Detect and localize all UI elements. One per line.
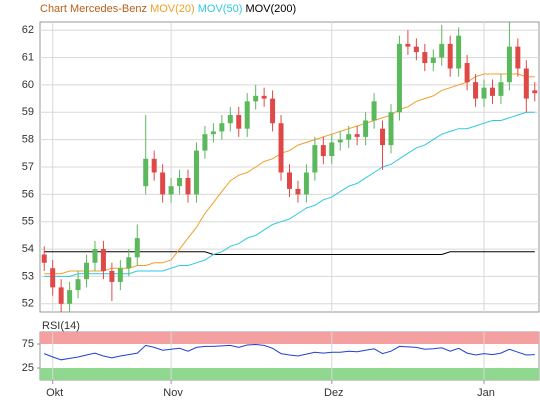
candle-body xyxy=(456,35,462,69)
x-tick-label: Okt xyxy=(46,387,63,399)
candle-body xyxy=(100,249,106,271)
y-tick-label: 52 xyxy=(22,298,34,310)
candle-body xyxy=(177,177,183,187)
candle-body xyxy=(388,112,394,146)
candle-body xyxy=(202,134,208,151)
candle-body xyxy=(523,68,529,99)
candle-body xyxy=(270,98,276,124)
moving-average xyxy=(44,251,535,255)
candle-body xyxy=(244,101,250,129)
candle-body xyxy=(337,139,343,143)
y-tick-label: 58 xyxy=(22,134,34,146)
candle-body xyxy=(253,95,259,102)
candle-body xyxy=(92,249,98,263)
candle-body xyxy=(498,82,504,96)
candle-body xyxy=(473,82,479,99)
candle-body xyxy=(84,262,90,280)
y-tick-label: 54 xyxy=(22,243,34,255)
candle-body xyxy=(532,90,538,94)
candle-body xyxy=(439,43,445,58)
candle-body xyxy=(261,95,267,99)
candle-body xyxy=(126,257,132,269)
candle-body xyxy=(117,268,123,282)
candle-body xyxy=(464,63,470,83)
y-tick-label: 59 xyxy=(22,106,34,118)
candle-body xyxy=(227,115,233,124)
candle-body xyxy=(371,101,377,121)
y-tick-label: 61 xyxy=(22,51,34,63)
candle-body xyxy=(236,115,242,129)
candle-body xyxy=(41,254,47,263)
candle-body xyxy=(58,287,64,304)
candle-body xyxy=(422,52,428,64)
y-tick-label: 25 xyxy=(22,362,34,374)
candle-body xyxy=(210,131,216,135)
candle-body xyxy=(396,43,402,113)
candle-body xyxy=(185,177,191,195)
candle-body xyxy=(303,172,309,195)
moving-average xyxy=(44,111,535,277)
candle-body xyxy=(312,145,318,173)
overbought-zone xyxy=(40,332,539,344)
y-tick-label: 57 xyxy=(22,161,34,173)
y-tick-label: 60 xyxy=(22,79,34,91)
candle-body xyxy=(143,158,149,187)
candle-body xyxy=(151,158,157,173)
moving-average xyxy=(44,73,535,275)
y-tick-label: 75 xyxy=(22,338,34,350)
candle-body xyxy=(287,172,292,189)
y-tick-label: 56 xyxy=(22,188,34,200)
candle-body xyxy=(515,46,521,69)
y-tick-label: 53 xyxy=(22,270,34,282)
candle-body xyxy=(405,43,411,47)
candle-body xyxy=(354,134,360,137)
rsi-line xyxy=(44,343,535,361)
plot-layer: 52 53 54 55 56 57 58 59 60 61 62 25 75 Okt Nov Dez Jan xyxy=(22,22,539,399)
candle-body xyxy=(346,134,352,140)
legend-entry: MOV(20) xyxy=(150,3,195,15)
candle-body xyxy=(193,150,199,195)
candle-body xyxy=(329,142,335,157)
chart-title: Chart Mercedes-Benz MOV(20) MOV(50) MOV(… xyxy=(40,3,296,15)
y-tick-label: 62 xyxy=(22,24,34,36)
y-tick-label: 55 xyxy=(22,216,34,228)
candle-body xyxy=(413,46,419,53)
x-tick-label: Dez xyxy=(324,387,344,399)
candle-body xyxy=(109,270,115,282)
candle-body xyxy=(219,123,225,132)
candle-body xyxy=(506,46,512,83)
candle-body xyxy=(50,268,56,288)
candle-body xyxy=(320,145,326,157)
oversold-zone xyxy=(40,368,539,380)
candle-body xyxy=(481,87,487,99)
x-tick-label: Jan xyxy=(477,387,495,399)
candle-body xyxy=(278,123,284,173)
candle-body xyxy=(168,186,174,195)
candle-body xyxy=(430,57,436,64)
candle-body xyxy=(134,238,140,258)
legend-entry: MOV(50) xyxy=(198,3,243,15)
candle-body xyxy=(489,87,495,96)
candle-body xyxy=(67,290,73,304)
rsi-title: RSI(14) xyxy=(42,320,80,332)
candle-body xyxy=(447,43,453,69)
candle-body xyxy=(295,188,301,195)
candle-body xyxy=(380,128,386,146)
legend-entry: MOV(200) xyxy=(245,3,296,15)
candle-body xyxy=(363,120,369,137)
title: Chart Mercedes-Benz xyxy=(40,3,147,15)
x-tick-label: Nov xyxy=(163,387,183,399)
candle-body xyxy=(75,279,81,291)
candle-body xyxy=(160,172,166,195)
